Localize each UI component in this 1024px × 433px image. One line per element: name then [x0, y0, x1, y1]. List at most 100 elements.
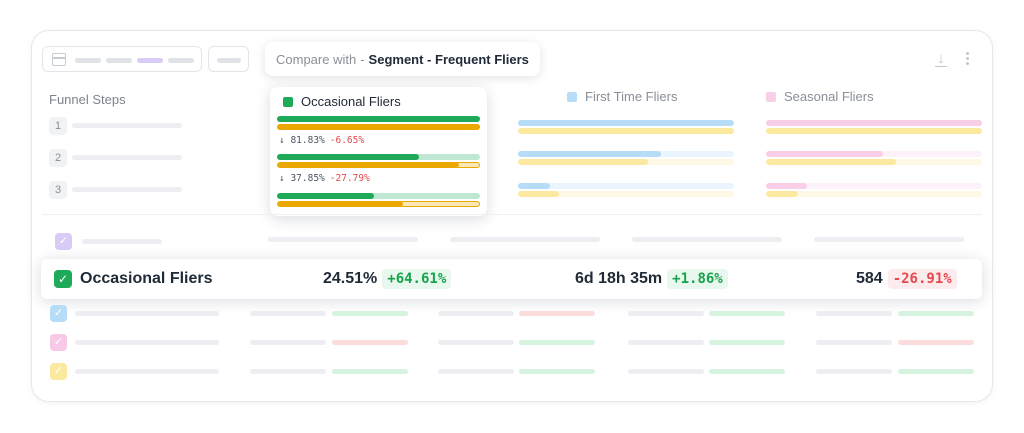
conversion-delta: -6.65%	[329, 135, 365, 146]
row-label-placeholder	[75, 340, 219, 345]
cell-placeholder	[438, 340, 514, 345]
step-label-placeholder	[72, 187, 182, 192]
cell-placeholder	[519, 340, 595, 345]
primary-bar-fill	[277, 193, 375, 199]
row-checkbox[interactable]: ✓	[50, 334, 67, 351]
cell-placeholder	[250, 340, 326, 345]
row-label-placeholder	[75, 369, 219, 374]
cell-placeholder	[268, 237, 418, 242]
legend-swatch	[283, 96, 293, 107]
primary-bar-track	[766, 120, 982, 126]
primary-bar-fill	[766, 151, 883, 157]
primary-bar-track	[518, 151, 734, 157]
primary-bar-track	[277, 193, 480, 199]
cell-placeholder	[628, 311, 704, 316]
compare-bar-track	[277, 201, 480, 207]
compare-bar-track	[766, 128, 982, 134]
compare-bar-track	[277, 124, 480, 130]
compare-bar-fill	[278, 163, 459, 167]
filter-button[interactable]	[208, 46, 249, 72]
metric-value: 24.51%	[323, 270, 378, 287]
compare-with-selector[interactable]: Compare with - Segment - Frequent Fliers	[265, 42, 540, 76]
compare-bar-fill	[277, 124, 480, 130]
row-checkbox[interactable]: ✓	[50, 363, 67, 380]
cell-placeholder	[628, 369, 704, 374]
checkbox-purple[interactable]: ✓	[55, 233, 72, 250]
cell-placeholder	[816, 340, 892, 345]
checkbox-checked[interactable]: ✓	[54, 270, 72, 288]
compare-segment: Segment - Frequent Fliers	[368, 51, 529, 67]
download-icon[interactable]: ↓	[934, 51, 948, 67]
compare-bar-track	[766, 191, 982, 197]
placeholder-pill	[217, 58, 241, 63]
metric-delta: +64.61%	[382, 269, 452, 289]
cell-placeholder	[332, 369, 408, 374]
primary-bar-track	[277, 154, 480, 160]
metric-value: 6d 18h 35m	[575, 270, 663, 287]
cell-placeholder	[332, 340, 408, 345]
cell-placeholder	[709, 311, 785, 316]
step-label-placeholder	[72, 123, 182, 128]
conversion-step-2: ↓ 37.85% -27.79%	[279, 173, 370, 184]
cell-placeholder	[816, 369, 892, 374]
placeholder-pill	[106, 58, 132, 63]
funnel-steps-title: Funnel Steps	[49, 92, 126, 107]
calendar-icon	[52, 53, 66, 66]
placeholder-pill	[75, 58, 101, 63]
cell-placeholder	[438, 369, 514, 374]
compare-bar-fill	[518, 128, 734, 134]
metric-delta: +1.86%	[667, 269, 728, 289]
cell-placeholder	[628, 340, 704, 345]
primary-bar-track	[277, 116, 480, 122]
conversion-delta: -27.79%	[329, 173, 370, 184]
row-label-placeholder	[75, 311, 219, 316]
step-label-placeholder	[72, 155, 182, 160]
metric-count: 584 -26.91%	[856, 267, 957, 291]
step-number: 1	[49, 117, 67, 135]
row-checkbox[interactable]: ✓	[50, 305, 67, 322]
compare-bar-track	[766, 159, 982, 165]
compare-prefix: Compare with	[276, 51, 357, 67]
metric-value: 584	[856, 270, 883, 287]
cell-placeholder	[898, 369, 974, 374]
compare-bar-track	[518, 191, 734, 197]
compare-bar-track	[518, 128, 734, 134]
cell-placeholder	[816, 311, 892, 316]
primary-bar-fill	[518, 183, 551, 189]
compare-bar-fill	[518, 159, 648, 165]
compare-bar-track	[277, 162, 480, 168]
metric-delta: -26.91%	[887, 269, 957, 289]
row-label-placeholder	[82, 239, 162, 244]
metric-time: 6d 18h 35m +1.86%	[575, 267, 728, 291]
legend-swatch	[766, 91, 776, 102]
primary-bar-fill	[766, 183, 808, 189]
primary-bar-track	[766, 151, 982, 157]
compare-bar-fill	[278, 202, 403, 206]
date-range-selector[interactable]	[42, 46, 202, 72]
legend-seasonal-fliers: Seasonal Fliers	[766, 89, 874, 104]
compare-bar-fill	[766, 159, 896, 165]
conversion-rate: ↓ 81.83%	[279, 135, 325, 146]
compare-bar-fill	[766, 128, 982, 134]
legend-label: First Time Fliers	[585, 89, 678, 104]
primary-bar-track	[518, 183, 734, 189]
step-number: 3	[49, 181, 67, 199]
compare-bar-fill	[766, 191, 799, 197]
more-vertical-icon[interactable]	[966, 52, 970, 66]
primary-bar-fill	[277, 116, 480, 122]
popup-title: Occasional Fliers	[283, 94, 401, 109]
placeholder-pill	[168, 58, 194, 63]
cell-placeholder	[450, 237, 600, 242]
legend-label: Seasonal Fliers	[784, 89, 874, 104]
row-label: Occasional Fliers	[80, 270, 213, 287]
cell-placeholder	[898, 311, 974, 316]
primary-bar-fill	[277, 154, 420, 160]
placeholder-pill	[137, 58, 163, 63]
primary-bar-track	[518, 120, 734, 126]
conversion-rate: ↓ 37.85%	[279, 173, 325, 184]
cell-placeholder	[814, 237, 964, 242]
table-row-occasional-fliers[interactable]: ✓ Occasional Fliers 24.51% +64.61% 6d 18…	[41, 259, 982, 299]
legend-swatch	[567, 91, 577, 102]
cell-placeholder	[709, 369, 785, 374]
cell-placeholder	[250, 311, 326, 316]
